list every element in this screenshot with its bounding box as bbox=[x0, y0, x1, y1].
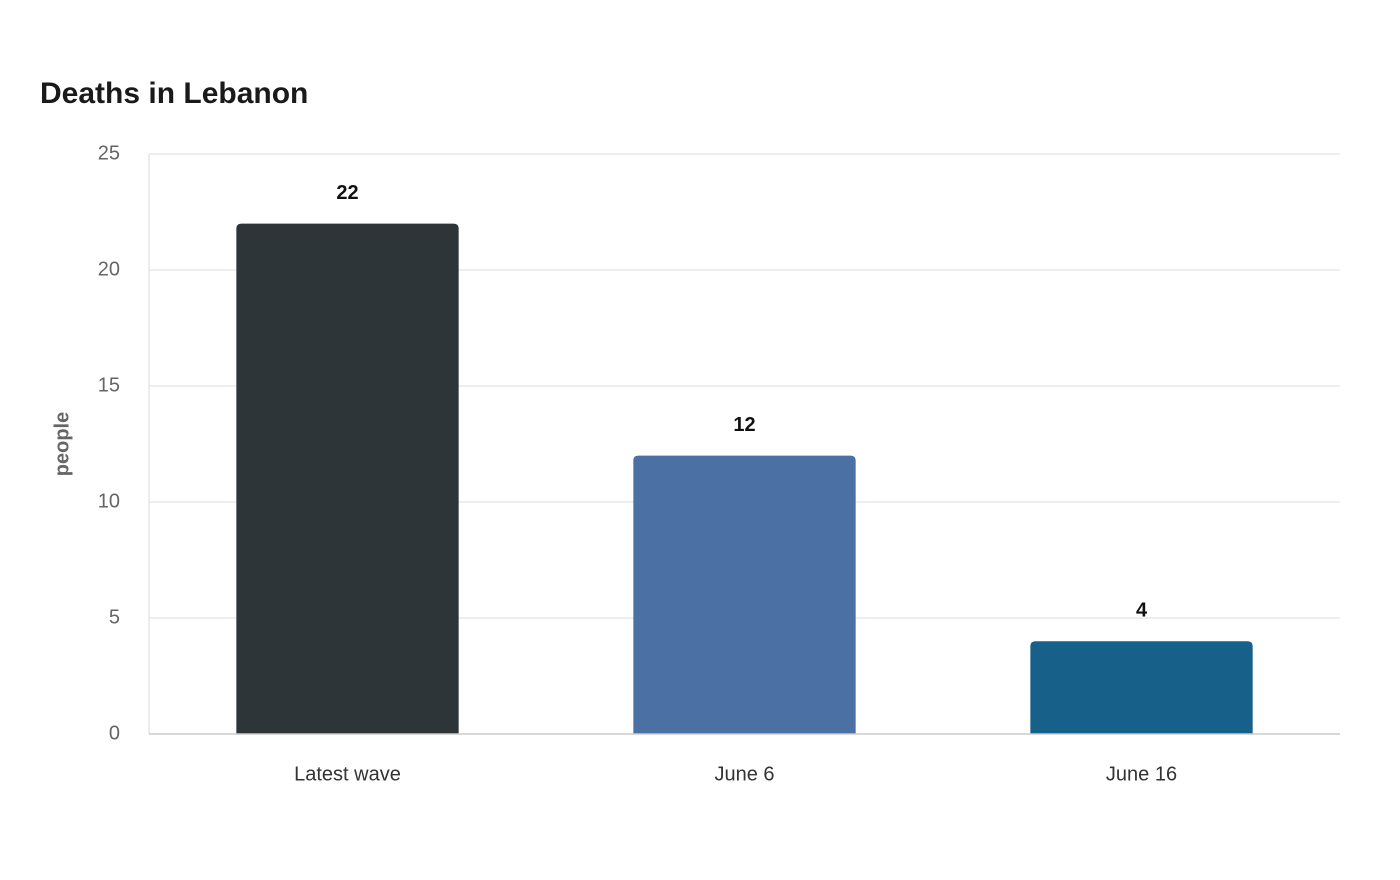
bars bbox=[236, 223, 1253, 734]
y-tick-label: 15 bbox=[98, 374, 120, 396]
category-label: Latest wave bbox=[294, 763, 401, 785]
bar-june-6 bbox=[633, 455, 856, 734]
data-labels: 22 12 4 bbox=[336, 182, 1148, 622]
bar-latest-wave bbox=[236, 223, 459, 734]
chart-title: Deaths in Lebanon bbox=[40, 77, 309, 110]
y-tick-labels: 0 5 10 15 20 25 bbox=[98, 142, 120, 744]
y-tick-label: 5 bbox=[109, 606, 120, 628]
y-tick-label: 25 bbox=[98, 142, 120, 164]
y-axis-title: people bbox=[51, 412, 73, 476]
data-label: 4 bbox=[1136, 599, 1148, 621]
category-label: June 16 bbox=[1106, 763, 1177, 785]
data-label: 12 bbox=[733, 414, 755, 436]
data-label: 22 bbox=[336, 182, 358, 204]
category-label: June 6 bbox=[714, 763, 774, 785]
category-labels: Latest wave June 6 June 16 bbox=[294, 763, 1177, 785]
y-tick-label: 20 bbox=[98, 258, 120, 280]
y-tick-label: 10 bbox=[98, 490, 120, 512]
y-tick-label: 0 bbox=[109, 722, 120, 744]
bar-june-16 bbox=[1030, 641, 1253, 734]
